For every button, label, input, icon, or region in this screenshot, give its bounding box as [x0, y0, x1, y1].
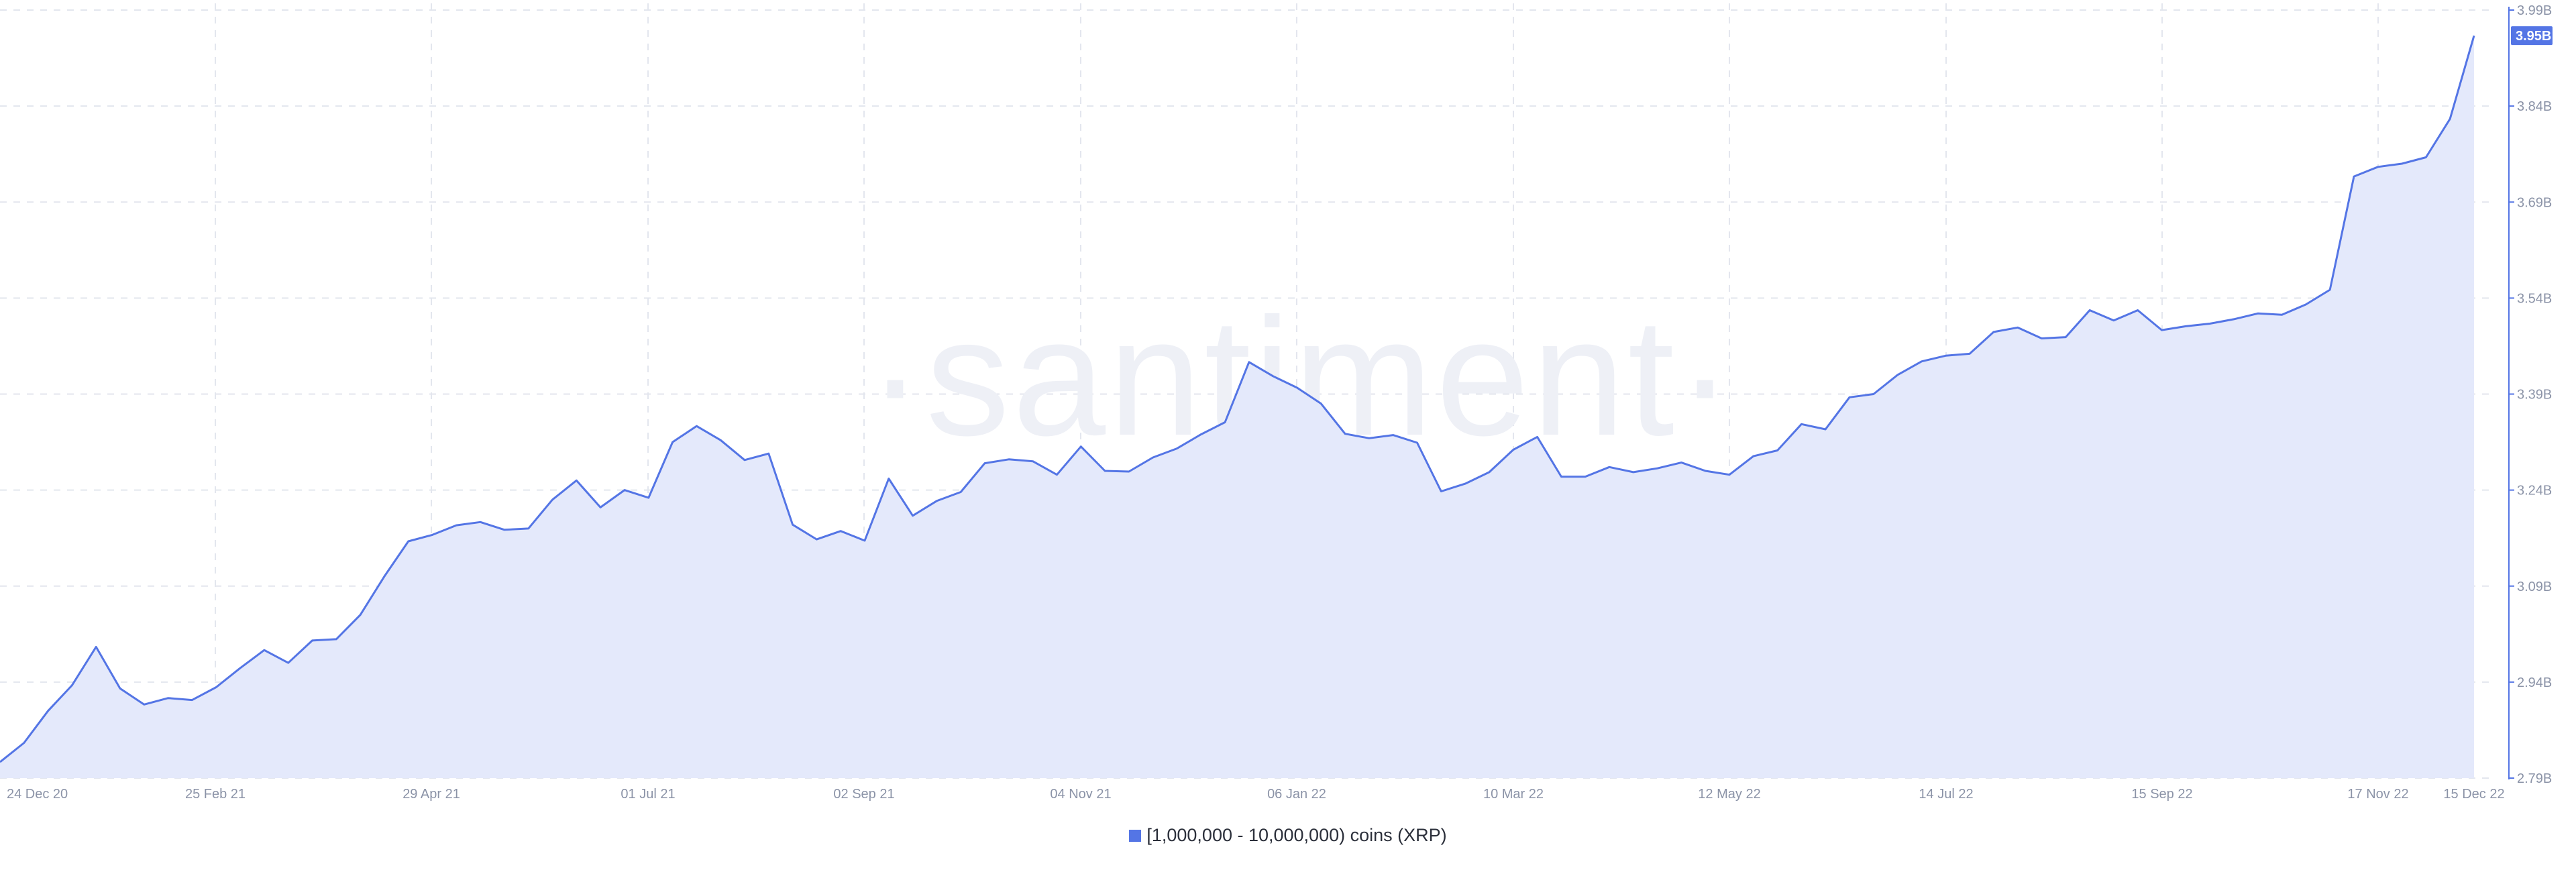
y-tick-label: 3.24B — [2517, 484, 2552, 498]
x-tick-label: 14 Jul 22 — [1919, 787, 1973, 802]
x-tick-label: 17 Nov 22 — [2347, 787, 2408, 802]
x-tick-label: 29 Apr 21 — [402, 787, 460, 802]
x-tick-label: 25 Feb 21 — [185, 787, 246, 802]
y-tick-label: 3.39B — [2517, 388, 2552, 402]
y-tick-label: 3.54B — [2517, 291, 2552, 306]
x-tick-label: 12 May 22 — [1698, 787, 1760, 802]
legend-label: [1,000,000 - 10,000,000) coins (XRP) — [1146, 825, 1447, 845]
x-tick-label: 10 Mar 22 — [1483, 787, 1544, 802]
legend[interactable]: [1,000,000 - 10,000,000) coins (XRP) — [0, 825, 2576, 846]
y-tick-label: 3.84B — [2517, 99, 2552, 114]
x-tick-label: 01 Jul 21 — [621, 787, 675, 802]
y-tick-label: 2.94B — [2517, 675, 2552, 690]
y-tick-label: 2.79B — [2517, 771, 2552, 786]
series-area-fill — [0, 36, 2474, 779]
x-tick-label: 15 Dec 22 — [2443, 787, 2504, 802]
x-tick-label: 04 Nov 21 — [1050, 787, 1111, 802]
legend-swatch-icon — [1129, 830, 1142, 842]
x-tick-label: 06 Jan 22 — [1267, 787, 1326, 802]
y-tick-label: 3.99B — [2517, 3, 2552, 18]
y-tick-label: 3.69B — [2517, 195, 2552, 210]
series-line — [0, 35, 2475, 763]
y-tick-label: 3.09B — [2517, 580, 2552, 594]
x-axis: 24 Dec 20 25 Feb 21 29 Apr 21 01 Jul 21 02 S… — [7, 787, 2505, 802]
y-axis: 3.99B 3.84B 3.69B 3.54B 3.39B 3.24B 3.09B 2.94B… — [2508, 3, 2552, 786]
x-tick-label: 02 Sep 21 — [833, 787, 894, 802]
x-tick-label: 15 Sep 22 — [2131, 787, 2192, 802]
current-value-badge: 3.95B — [2511, 26, 2553, 46]
current-value-badge-bg — [2511, 26, 2553, 46]
x-tick-label: 24 Dec 20 — [7, 787, 68, 802]
current-value-label: 3.95B — [2516, 29, 2551, 44]
